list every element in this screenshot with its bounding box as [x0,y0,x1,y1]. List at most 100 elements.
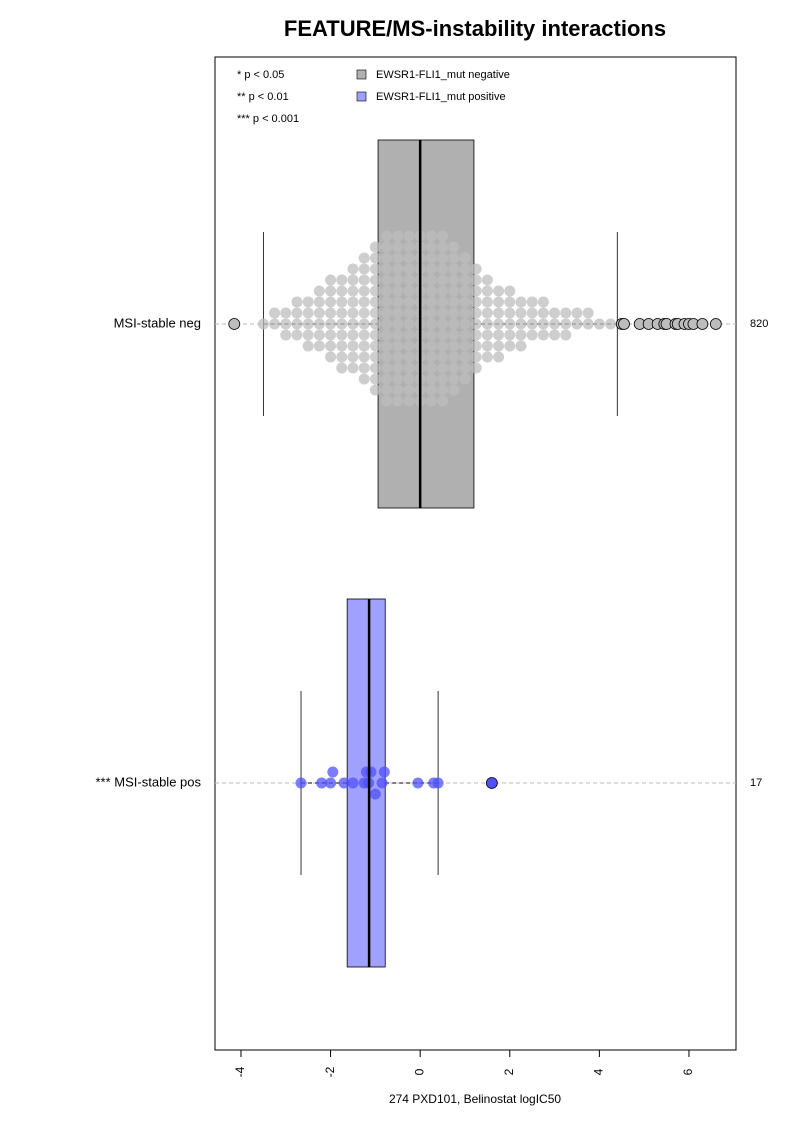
data-point [437,318,449,330]
data-point [403,362,415,374]
data-point [425,241,437,253]
data-point [347,285,359,297]
data-point [381,296,393,308]
data-point [448,384,460,396]
data-point [403,373,415,385]
data-point [437,252,449,264]
data-point [437,307,449,319]
data-point [481,285,493,297]
data-point [403,384,415,396]
legend-label: EWSR1-FLI1_mut positive [376,91,506,103]
data-point [425,362,437,374]
data-point [302,329,314,341]
data-point [437,351,449,363]
x-tick-label: 6 [681,1068,695,1075]
data-point [425,340,437,352]
x-tick-label: -4 [233,1066,247,1077]
data-point [425,318,437,330]
data-point [381,263,393,275]
data-point [425,252,437,264]
data-point [515,329,527,341]
data-point [291,329,303,341]
group-count: 820 [750,318,768,330]
data-point [369,340,381,352]
data-point [470,329,482,341]
data-point [459,263,471,275]
data-point [358,373,370,385]
data-point [347,318,359,330]
data-point [549,318,561,330]
data-point [381,318,393,330]
data-point [537,329,549,341]
data-point [459,318,471,330]
data-point [593,318,605,330]
data-point [381,252,393,264]
data-point [459,252,471,264]
data-point [448,340,460,352]
data-point [358,307,370,319]
data-point [381,230,393,242]
data-point [369,318,381,330]
data-point [403,329,415,341]
data-point [313,318,325,330]
data-point [437,329,449,341]
data-point [358,329,370,341]
data-point [392,395,404,407]
data-point [313,285,325,297]
data-point [365,766,377,778]
significance-note: * p < 0.05 [237,69,284,81]
data-point [347,362,359,374]
data-point [459,285,471,297]
plot-frame [214,56,737,1051]
data-point [448,307,460,319]
data-point [425,384,437,396]
data-point [493,285,505,297]
data-point [336,318,348,330]
data-point [325,777,337,789]
data-point [369,263,381,275]
data-point [560,307,572,319]
outlier [709,318,722,330]
data-point [403,230,415,242]
data-point [403,351,415,363]
data-point [381,362,393,374]
data-point [347,340,359,352]
data-point [392,351,404,363]
data-point [336,362,348,374]
data-point [336,285,348,297]
data-point [571,307,583,319]
data-point [437,285,449,297]
data-point [347,777,359,789]
data-point [358,263,370,275]
data-point [481,329,493,341]
data-point [336,351,348,363]
data-point [336,296,348,308]
data-point [470,318,482,330]
data-point [325,351,337,363]
data-point [448,362,460,374]
data-point [459,296,471,308]
data-point [392,252,404,264]
data-point [325,285,337,297]
data-point [515,318,527,330]
data-point [448,351,460,363]
data-point [526,307,538,319]
significance-note: ** p < 0.01 [237,91,289,103]
data-point [302,296,314,308]
data-point [470,296,482,308]
legend-swatch [356,91,367,102]
data-point [549,329,561,341]
data-point [403,252,415,264]
data-point [448,263,460,275]
data-point [425,285,437,297]
data-point [412,777,424,789]
data-point [425,274,437,286]
x-tick-label: 0 [412,1068,426,1075]
data-point [369,384,381,396]
data-point [481,351,493,363]
data-point [295,777,307,789]
data-point [504,318,516,330]
data-point [325,329,337,341]
data-point [291,296,303,308]
